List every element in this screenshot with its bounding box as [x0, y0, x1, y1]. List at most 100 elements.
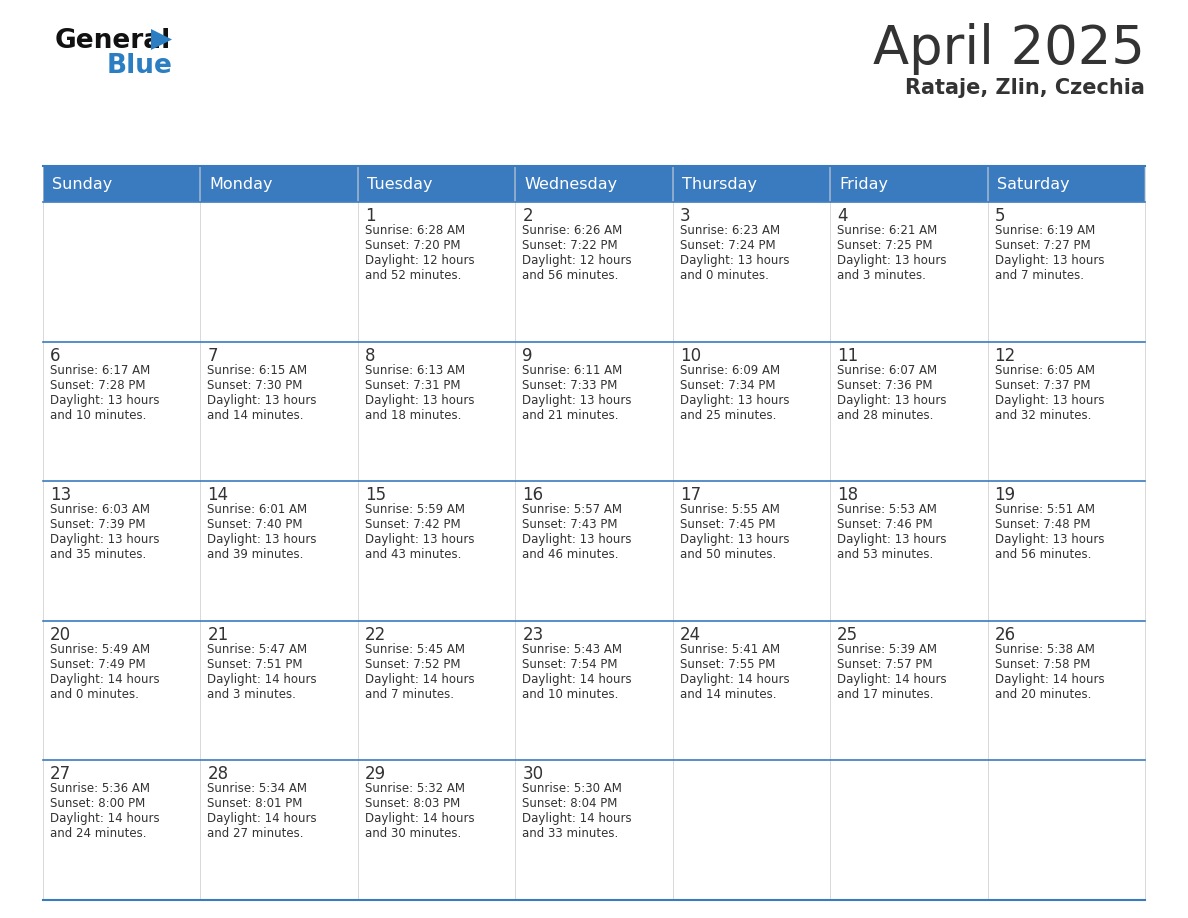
Text: Sunrise: 6:09 AM: Sunrise: 6:09 AM: [680, 364, 779, 376]
Text: Sunrise: 6:26 AM: Sunrise: 6:26 AM: [523, 224, 623, 237]
Text: Monday: Monday: [209, 176, 273, 192]
Text: Sunrise: 5:51 AM: Sunrise: 5:51 AM: [994, 503, 1094, 516]
Text: 12: 12: [994, 347, 1016, 364]
Text: General: General: [55, 28, 171, 54]
Text: Daylight: 13 hours: Daylight: 13 hours: [838, 533, 947, 546]
Bar: [987, 166, 1145, 202]
Text: 4: 4: [838, 207, 848, 225]
Polygon shape: [151, 29, 172, 50]
Text: Sunrise: 5:49 AM: Sunrise: 5:49 AM: [50, 643, 150, 655]
Text: Sunset: 7:37 PM: Sunset: 7:37 PM: [994, 378, 1091, 392]
Text: 19: 19: [994, 487, 1016, 504]
Text: 28: 28: [208, 766, 228, 783]
Bar: [672, 166, 830, 202]
Text: Daylight: 13 hours: Daylight: 13 hours: [680, 254, 789, 267]
Bar: [672, 760, 830, 900]
Text: Sunrise: 6:11 AM: Sunrise: 6:11 AM: [523, 364, 623, 376]
Text: Sunrise: 6:07 AM: Sunrise: 6:07 AM: [838, 364, 937, 376]
Text: Sunrise: 5:32 AM: Sunrise: 5:32 AM: [365, 782, 465, 795]
Text: Sunrise: 6:05 AM: Sunrise: 6:05 AM: [994, 364, 1094, 376]
Text: Sunset: 7:45 PM: Sunset: 7:45 PM: [680, 518, 776, 532]
Text: Sunset: 8:04 PM: Sunset: 8:04 PM: [523, 798, 618, 811]
Text: Sunset: 8:01 PM: Sunset: 8:01 PM: [208, 798, 303, 811]
Bar: [201, 341, 358, 481]
Text: Sunset: 7:58 PM: Sunset: 7:58 PM: [994, 658, 1089, 671]
Text: and 10 minutes.: and 10 minutes.: [50, 409, 146, 421]
Text: Sunrise: 5:47 AM: Sunrise: 5:47 AM: [208, 643, 308, 655]
Bar: [516, 341, 672, 481]
Bar: [358, 202, 516, 341]
Text: Daylight: 13 hours: Daylight: 13 hours: [50, 533, 159, 546]
Text: Sunrise: 5:53 AM: Sunrise: 5:53 AM: [838, 503, 937, 516]
Text: Sunset: 7:39 PM: Sunset: 7:39 PM: [50, 518, 145, 532]
Text: Sunset: 7:49 PM: Sunset: 7:49 PM: [50, 658, 146, 671]
Text: Daylight: 13 hours: Daylight: 13 hours: [50, 394, 159, 407]
Text: and 25 minutes.: and 25 minutes.: [680, 409, 776, 421]
Text: and 3 minutes.: and 3 minutes.: [208, 688, 296, 700]
Bar: [43, 341, 201, 481]
Text: Sunrise: 5:57 AM: Sunrise: 5:57 AM: [523, 503, 623, 516]
Text: Sunset: 8:00 PM: Sunset: 8:00 PM: [50, 798, 145, 811]
Text: Sunset: 7:36 PM: Sunset: 7:36 PM: [838, 378, 933, 392]
Text: Sunset: 7:20 PM: Sunset: 7:20 PM: [365, 239, 461, 252]
Text: 8: 8: [365, 347, 375, 364]
Bar: [201, 202, 358, 341]
Text: 24: 24: [680, 626, 701, 644]
Text: Sunset: 7:55 PM: Sunset: 7:55 PM: [680, 658, 775, 671]
Text: Sunrise: 5:30 AM: Sunrise: 5:30 AM: [523, 782, 623, 795]
Text: and 53 minutes.: and 53 minutes.: [838, 548, 934, 561]
Text: Daylight: 13 hours: Daylight: 13 hours: [838, 254, 947, 267]
Text: Sunset: 7:27 PM: Sunset: 7:27 PM: [994, 239, 1091, 252]
Text: 13: 13: [50, 487, 71, 504]
Text: Rataje, Zlin, Czechia: Rataje, Zlin, Czechia: [905, 78, 1145, 98]
Text: 29: 29: [365, 766, 386, 783]
Text: Sunrise: 6:03 AM: Sunrise: 6:03 AM: [50, 503, 150, 516]
Text: and 46 minutes.: and 46 minutes.: [523, 548, 619, 561]
Text: 1: 1: [365, 207, 375, 225]
Text: and 32 minutes.: and 32 minutes.: [994, 409, 1091, 421]
Bar: [201, 760, 358, 900]
Text: Sunrise: 5:34 AM: Sunrise: 5:34 AM: [208, 782, 308, 795]
Bar: [830, 202, 987, 341]
Bar: [43, 166, 201, 202]
Bar: [830, 621, 987, 760]
Text: Daylight: 14 hours: Daylight: 14 hours: [365, 673, 474, 686]
Text: Daylight: 13 hours: Daylight: 13 hours: [208, 533, 317, 546]
Bar: [43, 202, 201, 341]
Text: Sunset: 7:43 PM: Sunset: 7:43 PM: [523, 518, 618, 532]
Bar: [672, 481, 830, 621]
Bar: [987, 481, 1145, 621]
Text: April 2025: April 2025: [873, 23, 1145, 75]
Text: Sunrise: 5:36 AM: Sunrise: 5:36 AM: [50, 782, 150, 795]
Text: and 39 minutes.: and 39 minutes.: [208, 548, 304, 561]
Text: 9: 9: [523, 347, 532, 364]
Text: and 3 minutes.: and 3 minutes.: [838, 269, 925, 282]
Text: 10: 10: [680, 347, 701, 364]
Text: Sunrise: 5:38 AM: Sunrise: 5:38 AM: [994, 643, 1094, 655]
Text: Sunrise: 5:39 AM: Sunrise: 5:39 AM: [838, 643, 937, 655]
Text: Sunset: 7:25 PM: Sunset: 7:25 PM: [838, 239, 933, 252]
Text: 25: 25: [838, 626, 858, 644]
Text: and 56 minutes.: and 56 minutes.: [523, 269, 619, 282]
Text: Sunset: 7:33 PM: Sunset: 7:33 PM: [523, 378, 618, 392]
Bar: [358, 341, 516, 481]
Bar: [358, 760, 516, 900]
Text: Daylight: 13 hours: Daylight: 13 hours: [994, 533, 1104, 546]
Text: Sunrise: 6:13 AM: Sunrise: 6:13 AM: [365, 364, 465, 376]
Bar: [987, 341, 1145, 481]
Text: Sunrise: 6:19 AM: Sunrise: 6:19 AM: [994, 224, 1095, 237]
Text: Thursday: Thursday: [682, 176, 757, 192]
Text: and 56 minutes.: and 56 minutes.: [994, 548, 1091, 561]
Bar: [201, 481, 358, 621]
Text: Sunset: 7:28 PM: Sunset: 7:28 PM: [50, 378, 145, 392]
Text: Daylight: 14 hours: Daylight: 14 hours: [50, 673, 159, 686]
Text: and 52 minutes.: and 52 minutes.: [365, 269, 461, 282]
Bar: [830, 481, 987, 621]
Text: Daylight: 13 hours: Daylight: 13 hours: [365, 394, 474, 407]
Text: 22: 22: [365, 626, 386, 644]
Text: Daylight: 13 hours: Daylight: 13 hours: [680, 533, 789, 546]
Text: and 20 minutes.: and 20 minutes.: [994, 688, 1091, 700]
Text: Sunrise: 5:45 AM: Sunrise: 5:45 AM: [365, 643, 465, 655]
Text: Sunrise: 6:01 AM: Sunrise: 6:01 AM: [208, 503, 308, 516]
Text: Daylight: 13 hours: Daylight: 13 hours: [208, 394, 317, 407]
